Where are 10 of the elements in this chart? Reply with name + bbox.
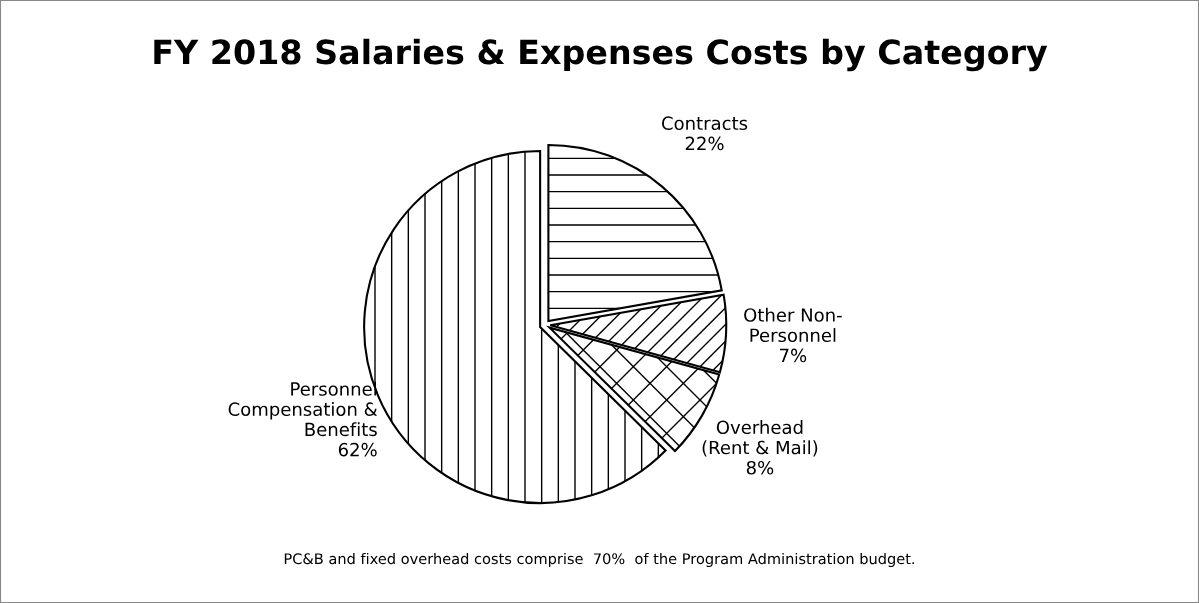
slice-label: Contracts — [661, 116, 748, 131]
slice-label: Other Non- Personnel — [744, 307, 842, 343]
data-label: 62% — [338, 442, 377, 457]
data-label: 8% — [746, 460, 774, 475]
text: PC&B and fixed overhead costs comprise 70% of the Program Administration budget. — [284, 552, 915, 568]
chart-title: FY 2018 Salaries & Expenses Costs by Category — [154, 38, 1048, 72]
data-label: 7% — [780, 348, 807, 363]
data-label: 22% — [685, 136, 724, 151]
slice-label: Personnel Compensation & Benefits — [228, 381, 378, 437]
slice-label: Overhead (Rent & Mail) — [702, 420, 818, 457]
